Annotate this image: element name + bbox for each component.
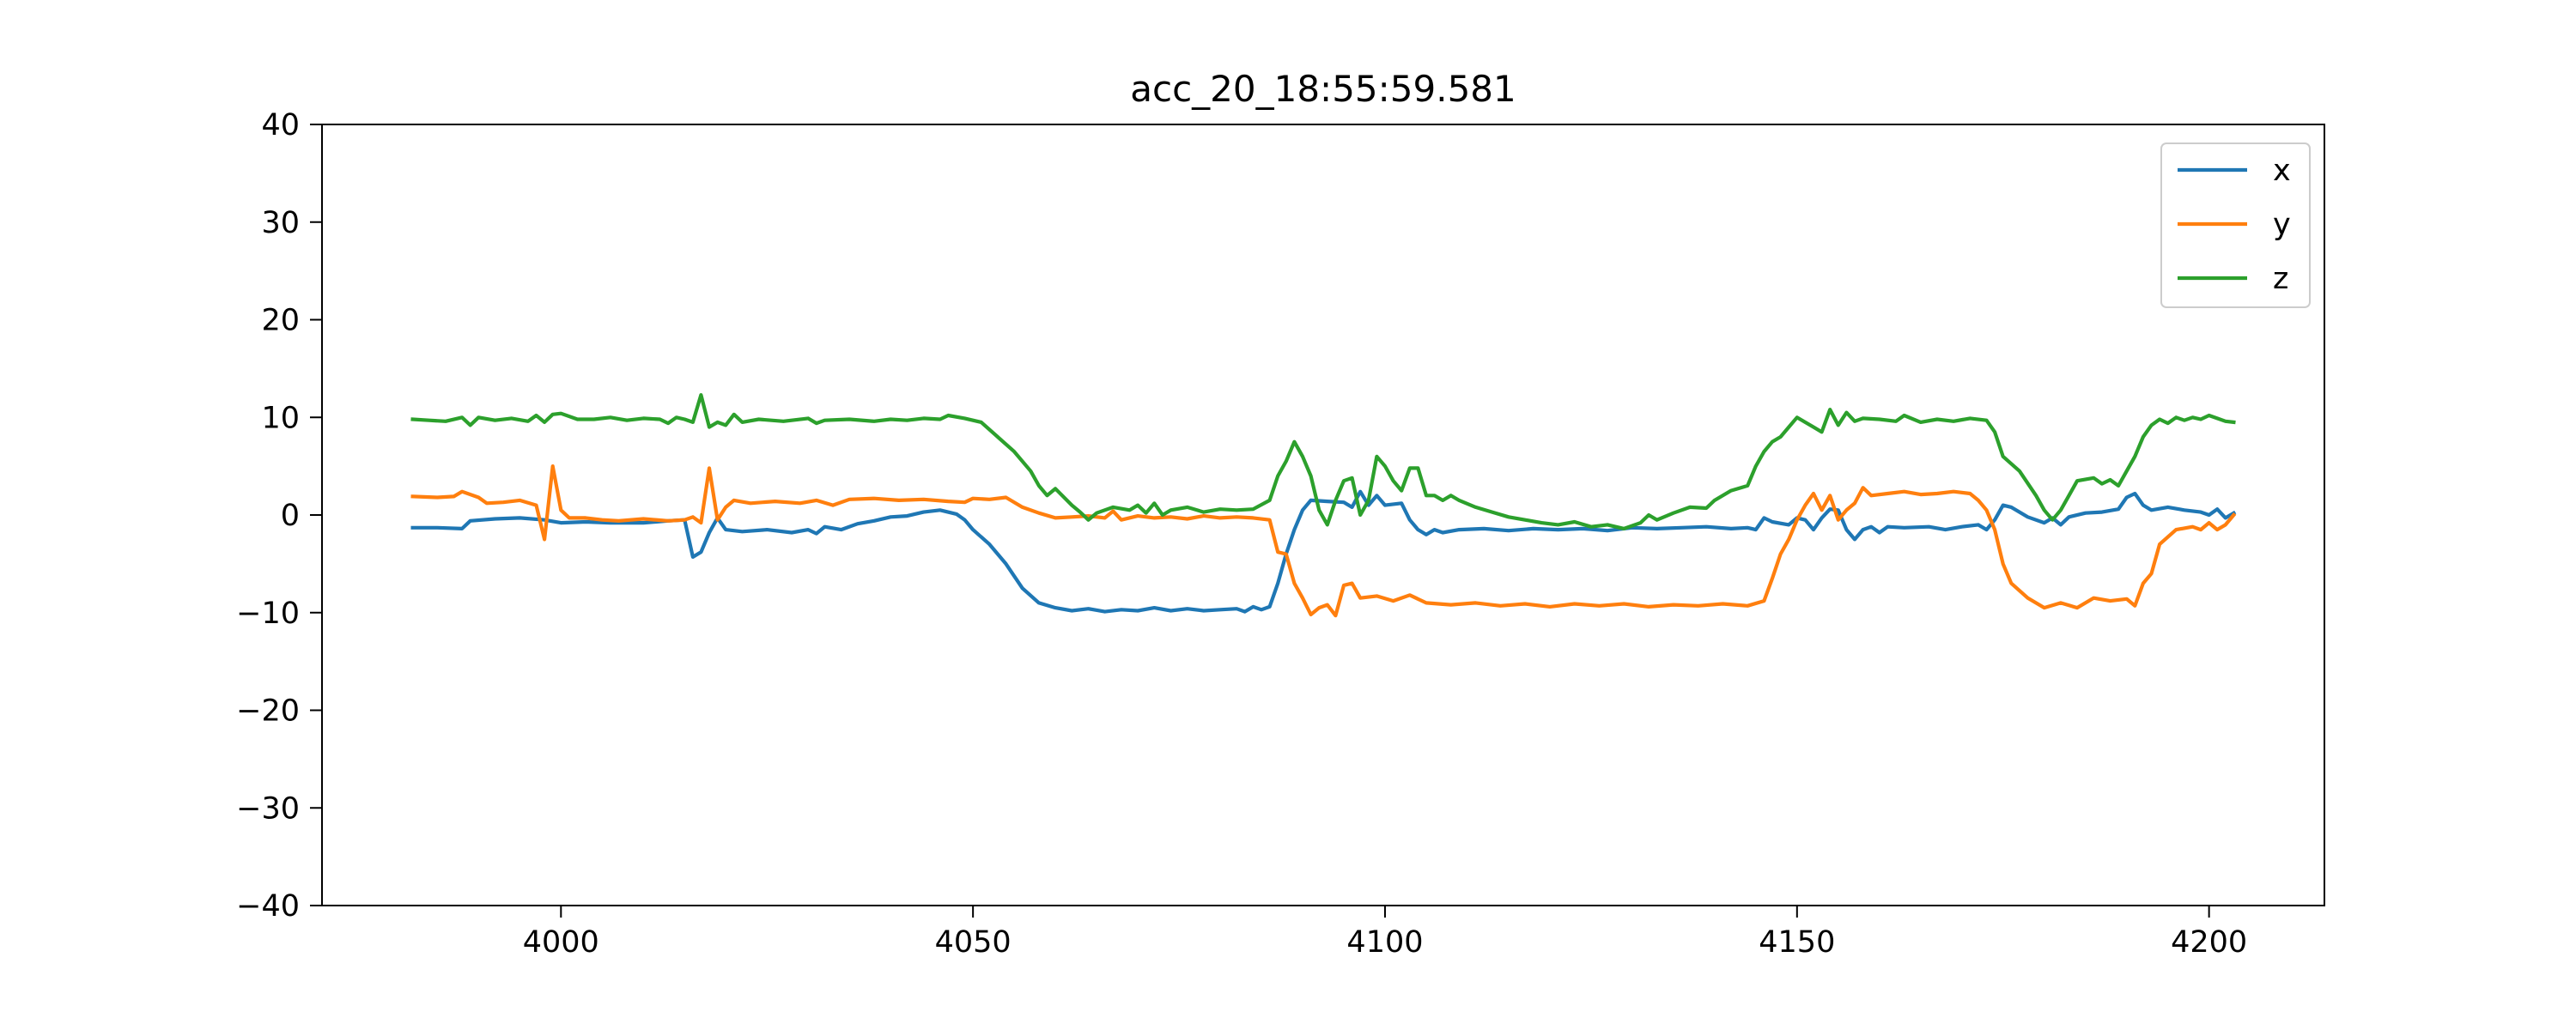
series-line-y <box>410 464 2237 618</box>
y-tick-label: −40 <box>236 889 300 924</box>
x-tick-label: 4100 <box>1346 925 1423 960</box>
y-tick-label: 30 <box>261 206 300 240</box>
plot-frame <box>321 124 2325 906</box>
legend-label-x: x <box>2273 154 2291 188</box>
legend-label-y: y <box>2273 208 2291 242</box>
x-tick-label: 4000 <box>523 925 599 960</box>
x-tick-label: 4150 <box>1759 925 1835 960</box>
chart-title: acc_20_18:55:59.581 <box>1130 68 1516 110</box>
y-tick-label: −20 <box>236 694 300 729</box>
y-tick-label: 40 <box>261 108 300 142</box>
y-tick-label: 10 <box>261 401 300 435</box>
y-tick-label: −10 <box>236 597 300 631</box>
series-layer <box>410 393 2237 618</box>
y-tick-label: −30 <box>236 791 300 826</box>
y-tick-label: 0 <box>281 499 300 533</box>
y-axis: −40 −30 −20 −10 0 10 20 30 40 <box>236 108 322 924</box>
x-tick-label: 4200 <box>2171 925 2247 960</box>
x-tick-label: 4050 <box>935 925 1012 960</box>
x-axis: 4000 4050 4100 4150 4200 <box>523 906 2247 960</box>
series-line-z <box>410 393 2236 530</box>
y-tick-label: 20 <box>261 304 300 338</box>
legend-label-z: z <box>2273 262 2288 296</box>
legend: xyz <box>2160 142 2311 308</box>
